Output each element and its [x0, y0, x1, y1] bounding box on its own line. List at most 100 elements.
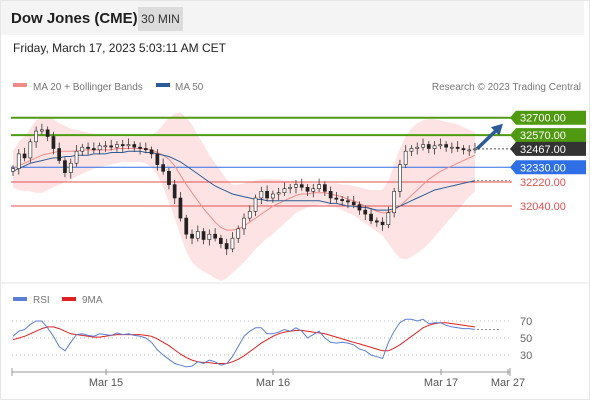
credit-text: Research © 2023 Trading Central	[432, 82, 581, 93]
level-label-last: 32467.00	[510, 141, 586, 156]
candle-down	[161, 164, 166, 172]
candle-up	[80, 146, 85, 152]
candle-down	[351, 201, 356, 206]
level-label-tag	[510, 141, 586, 156]
header-bar: Dow Jones (CME) 30 MIN	[1, 1, 584, 35]
candle-up	[398, 164, 402, 192]
candle-down	[224, 243, 229, 250]
candle-up	[473, 148, 477, 151]
candle-down	[149, 149, 154, 155]
candle-down	[461, 148, 466, 151]
candle-down	[328, 191, 333, 199]
candle-down	[109, 145, 113, 148]
x-tick-label: Mar 17	[424, 377, 458, 389]
candle-up	[288, 187, 293, 189]
candle-up	[28, 141, 33, 159]
timestamp: Friday, March 17, 2023 5:03:11 AM CET	[13, 41, 226, 55]
candle-up	[16, 153, 21, 169]
candle-up	[432, 145, 437, 149]
candle-up	[195, 231, 200, 239]
rsi-legend-label: RSI	[33, 295, 50, 306]
candle-down	[265, 191, 269, 199]
candle-up	[317, 184, 321, 189]
level-labels: 32700.00 32570.00 32467.00 32330.00 32220.00…	[510, 110, 586, 213]
candles	[11, 123, 477, 255]
candle-down	[363, 209, 368, 215]
level-label-text: 32330.00	[520, 162, 566, 174]
candle-down	[184, 217, 189, 235]
candle-up	[449, 146, 454, 149]
candle-down	[369, 213, 373, 222]
candle-up	[438, 144, 443, 147]
candle-down	[45, 129, 50, 137]
level-label-text: 32467.00	[520, 144, 566, 156]
candle-up	[392, 191, 397, 214]
candle-down	[155, 153, 160, 165]
candle-down	[201, 231, 206, 240]
candle-up	[270, 193, 275, 199]
candle-up	[207, 233, 212, 240]
candle-up	[247, 211, 252, 219]
candle-down	[346, 200, 350, 203]
level-label-text: 32570.00	[520, 130, 566, 142]
projection	[475, 123, 510, 182]
level-label-support: 32220.00	[520, 177, 566, 189]
candle-down	[178, 197, 183, 219]
ma20-legend-swatch	[13, 83, 27, 87]
candle-up	[294, 184, 298, 188]
x-tick-label: Mar 27	[491, 377, 525, 389]
candle-up	[415, 146, 420, 149]
ma9-line	[12, 322, 476, 364]
candle-up	[97, 145, 102, 151]
candle-down	[299, 184, 304, 188]
candle-up	[403, 150, 408, 165]
rsi-legend-swatch	[13, 297, 27, 301]
candle-down	[334, 197, 339, 200]
candle-up	[282, 188, 287, 193]
level-label-tag	[510, 110, 586, 125]
rsi-tick-label: 70	[520, 316, 532, 328]
candle-down	[444, 144, 449, 148]
ma50-line	[12, 150, 476, 211]
candle-down	[57, 148, 61, 161]
rsi-gridlines: 70 50 30	[12, 316, 532, 362]
candle-up	[74, 150, 79, 164]
x-tick-label: Mar 15	[89, 377, 123, 389]
candle-down	[144, 148, 148, 151]
rsi-tick-label: 30	[520, 350, 532, 362]
x-tick-label: Mar 16	[256, 377, 290, 389]
candle-down	[63, 160, 67, 173]
timeframe-button[interactable]: 30 MIN	[138, 7, 183, 31]
candle-up	[242, 217, 246, 230]
candle-down	[190, 233, 194, 239]
candle-down	[374, 220, 379, 223]
candle-up	[236, 228, 241, 239]
candle-up	[311, 188, 316, 192]
x-axis: Mar 15 Mar 16 Mar 17 Mar 27	[11, 368, 525, 389]
ma9-legend-swatch	[62, 297, 76, 301]
candle-down	[167, 171, 171, 186]
candle-down	[132, 144, 137, 148]
candle-up	[386, 212, 391, 225]
candle-down	[340, 199, 345, 201]
rsi-lines	[12, 318, 500, 368]
candle-up	[34, 130, 38, 143]
candle-up	[103, 145, 108, 148]
candle-up	[115, 144, 119, 148]
candle-down	[219, 237, 223, 244]
candle-up	[409, 148, 414, 152]
level-label-resistance: 32570.00	[510, 128, 586, 143]
ma50-legend-label: MA 50	[175, 82, 204, 93]
ma50-legend-swatch	[156, 83, 170, 87]
level-label-tag	[510, 160, 586, 175]
rsi-tick-label: 50	[520, 333, 532, 345]
direction-arrow-head	[490, 123, 503, 136]
candle-down	[322, 184, 327, 192]
level-label-tag	[510, 128, 586, 143]
instrument-title: Dow Jones (CME)	[11, 10, 138, 27]
candle-up	[126, 144, 131, 147]
candle-down	[172, 184, 177, 199]
candle-up	[253, 197, 258, 212]
candle-up	[467, 149, 472, 152]
